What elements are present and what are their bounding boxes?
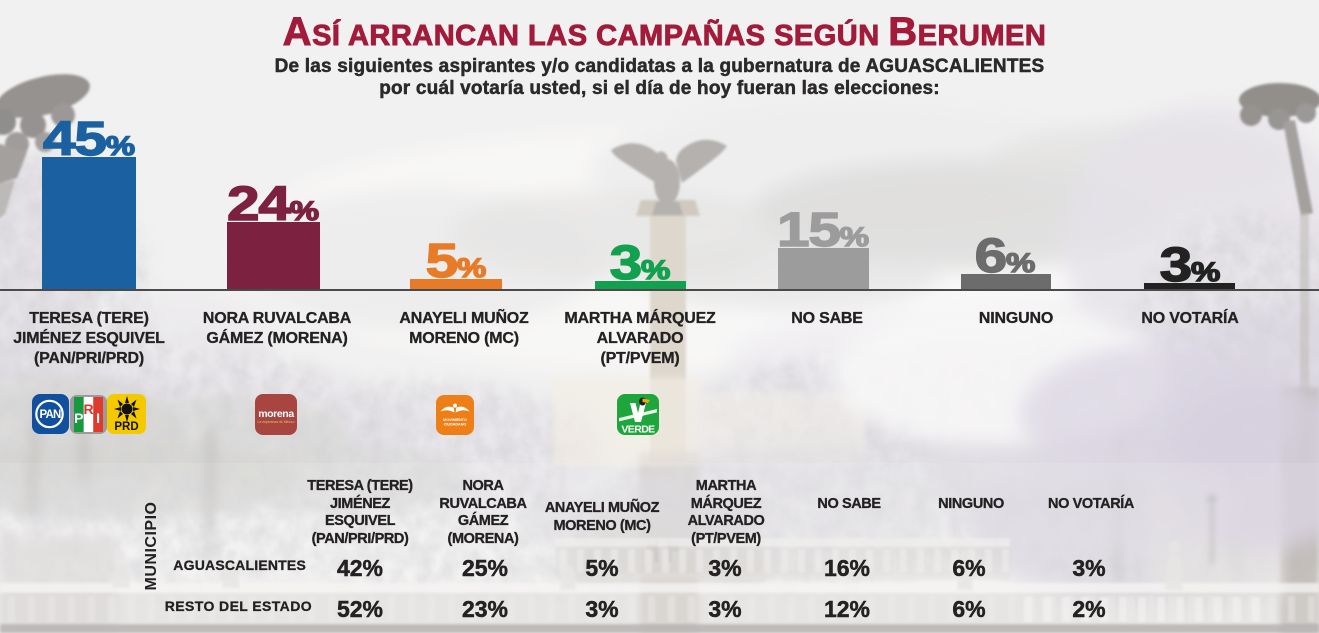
svg-text:MOVIMIENTO: MOVIMIENTO: [443, 418, 467, 422]
svg-text:La esperanza de México: La esperanza de México: [258, 420, 295, 424]
svg-text:VERDE: VERDE: [621, 424, 655, 436]
svg-text:PAN: PAN: [39, 409, 61, 421]
svg-text:P: P: [74, 410, 83, 426]
svg-text:PRD: PRD: [114, 421, 138, 433]
svg-text:CIUDADANO: CIUDADANO: [444, 423, 467, 427]
svg-text:I: I: [96, 410, 100, 426]
svg-text:R: R: [83, 401, 93, 417]
svg-text:morena: morena: [258, 408, 294, 420]
